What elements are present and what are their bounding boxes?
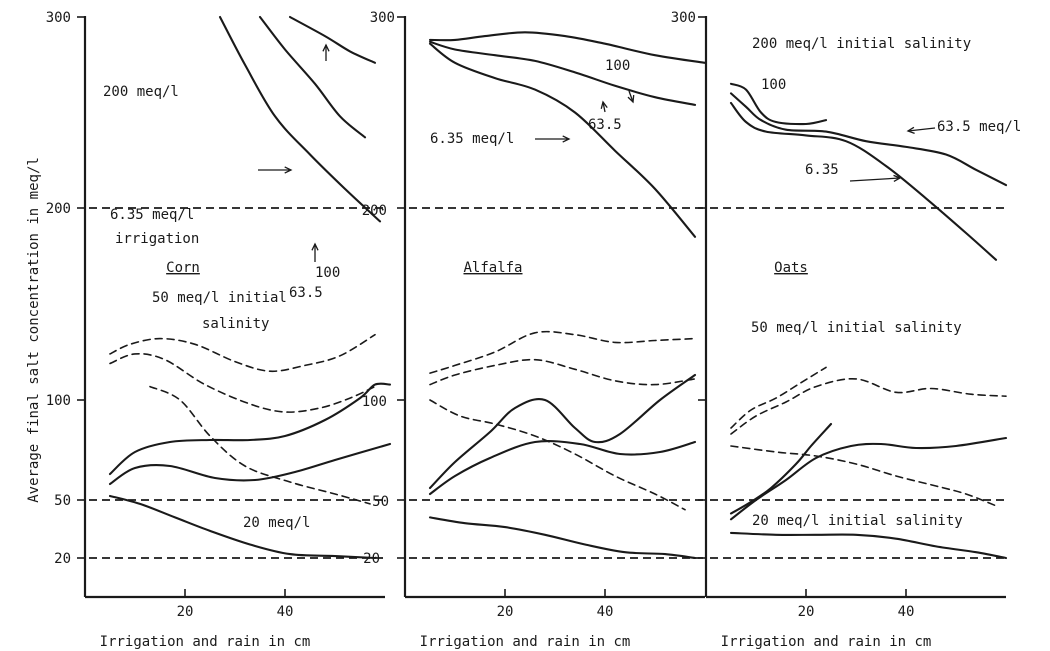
y-axis-label: Average final salt concentration in meq/… xyxy=(26,157,42,503)
panel-title: Corn xyxy=(166,260,200,276)
panel-oats: 300 20 40 Irrigation and rain in cm Oats 200 … xyxy=(671,10,1022,650)
y-tick-label: 300 xyxy=(46,10,71,26)
series-line-8 xyxy=(729,436,1008,521)
arrowhead-icon xyxy=(322,43,330,52)
series-line-9 xyxy=(729,531,1008,560)
annotation-label: 63.5 xyxy=(289,285,323,301)
series-line-8 xyxy=(428,440,697,496)
annotation-label: 6.35 meq/l xyxy=(110,207,194,223)
annotation-label: irrigation xyxy=(115,231,199,247)
arrowhead-icon xyxy=(600,100,608,109)
series-line-2 xyxy=(428,40,697,106)
series-line-6 xyxy=(429,399,686,511)
x-tick-label: 20 xyxy=(177,604,194,620)
reference-label: 20 xyxy=(363,551,380,567)
series-line-4 xyxy=(429,330,696,374)
x-tick-label: 40 xyxy=(597,604,614,620)
panel-alfalfa: 300 20 40 Irrigation and rain in cm Alfalfa 1… xyxy=(362,10,707,650)
y-tick-label: 300 xyxy=(370,10,395,26)
y-tick-label: 100 xyxy=(46,393,71,409)
panel-title: Alfalfa xyxy=(463,260,522,276)
y-tick-label: 20 xyxy=(54,551,71,567)
x-tick-label: 40 xyxy=(898,604,915,620)
x-axis-label: Irrigation and rain in cm xyxy=(100,634,311,650)
annotation-label: salinity xyxy=(202,316,269,332)
series-line-4 xyxy=(730,366,827,429)
arrowhead-icon xyxy=(627,94,635,104)
x-tick-label: 20 xyxy=(798,604,815,620)
arrow-icon xyxy=(907,127,936,132)
arrow-icon xyxy=(628,90,634,103)
annotation-label: 63.5 xyxy=(588,117,622,133)
annotation-label: 100 xyxy=(315,265,340,281)
series-line-7 xyxy=(108,382,392,476)
annotation-label: 100 xyxy=(605,58,630,74)
arrowhead-icon xyxy=(906,126,915,134)
annotation-label: 50 meq/l initial xyxy=(152,290,287,306)
reference-label: 100 xyxy=(362,394,387,410)
y-tick-label: 300 xyxy=(671,10,696,26)
x-tick-label: 40 xyxy=(277,604,294,620)
arrowhead-icon xyxy=(562,135,571,143)
panel-corn: 300 200 100 50 20 20 40 Irrigation and rain in … xyxy=(46,10,392,650)
annotation-label: 6.35 meq/l xyxy=(430,131,514,147)
series-line-6 xyxy=(149,385,371,505)
y-tick-label: 50 xyxy=(54,493,71,509)
x-tick-label: 20 xyxy=(497,604,514,620)
panel-title: Oats xyxy=(774,260,808,276)
reference-label: 50 xyxy=(372,494,389,510)
annotation-label: 20 meq/l xyxy=(243,515,310,531)
arrowhead-icon xyxy=(311,242,319,251)
annotation-label: 20 meq/l initial salinity xyxy=(752,513,963,529)
series-line-1 xyxy=(428,31,707,64)
annotation-label: 200 meq/l initial salinity xyxy=(752,36,971,52)
series-line-1 xyxy=(218,15,382,223)
series-line-5 xyxy=(109,352,376,413)
series-line-6 xyxy=(730,445,997,507)
arrowhead-icon xyxy=(284,166,293,174)
series-line-2 xyxy=(729,92,1008,187)
x-axis-label: Irrigation and rain in cm xyxy=(420,634,631,650)
series-line-3 xyxy=(428,42,697,238)
annotation-label: 6.35 xyxy=(805,162,839,178)
series-line-4 xyxy=(109,333,376,373)
x-axis-label: Irrigation and rain in cm xyxy=(721,634,932,650)
reference-label: 200 xyxy=(362,203,387,219)
series-line-5 xyxy=(730,377,1007,435)
arrow-icon xyxy=(849,177,901,182)
series-line-1 xyxy=(729,82,828,126)
series-line-7 xyxy=(428,373,697,490)
annotation-label: 100 xyxy=(761,77,786,93)
y-tick-label: 200 xyxy=(46,201,71,217)
series-line-9 xyxy=(428,516,697,560)
series-line-2 xyxy=(258,15,367,139)
annotation-label: 200 meq/l xyxy=(103,84,179,100)
annotation-label: 63.5 meq/l xyxy=(937,119,1021,135)
series-line-3 xyxy=(729,101,998,261)
arrow-icon xyxy=(602,101,606,113)
annotation-label: 50 meq/l initial salinity xyxy=(751,320,962,336)
series-line-3 xyxy=(288,15,377,64)
series-line-8 xyxy=(108,442,392,486)
series-line-9 xyxy=(108,494,377,560)
series-line-7 xyxy=(729,422,833,515)
series-line-5 xyxy=(429,358,696,386)
arrowhead-icon xyxy=(893,174,902,182)
